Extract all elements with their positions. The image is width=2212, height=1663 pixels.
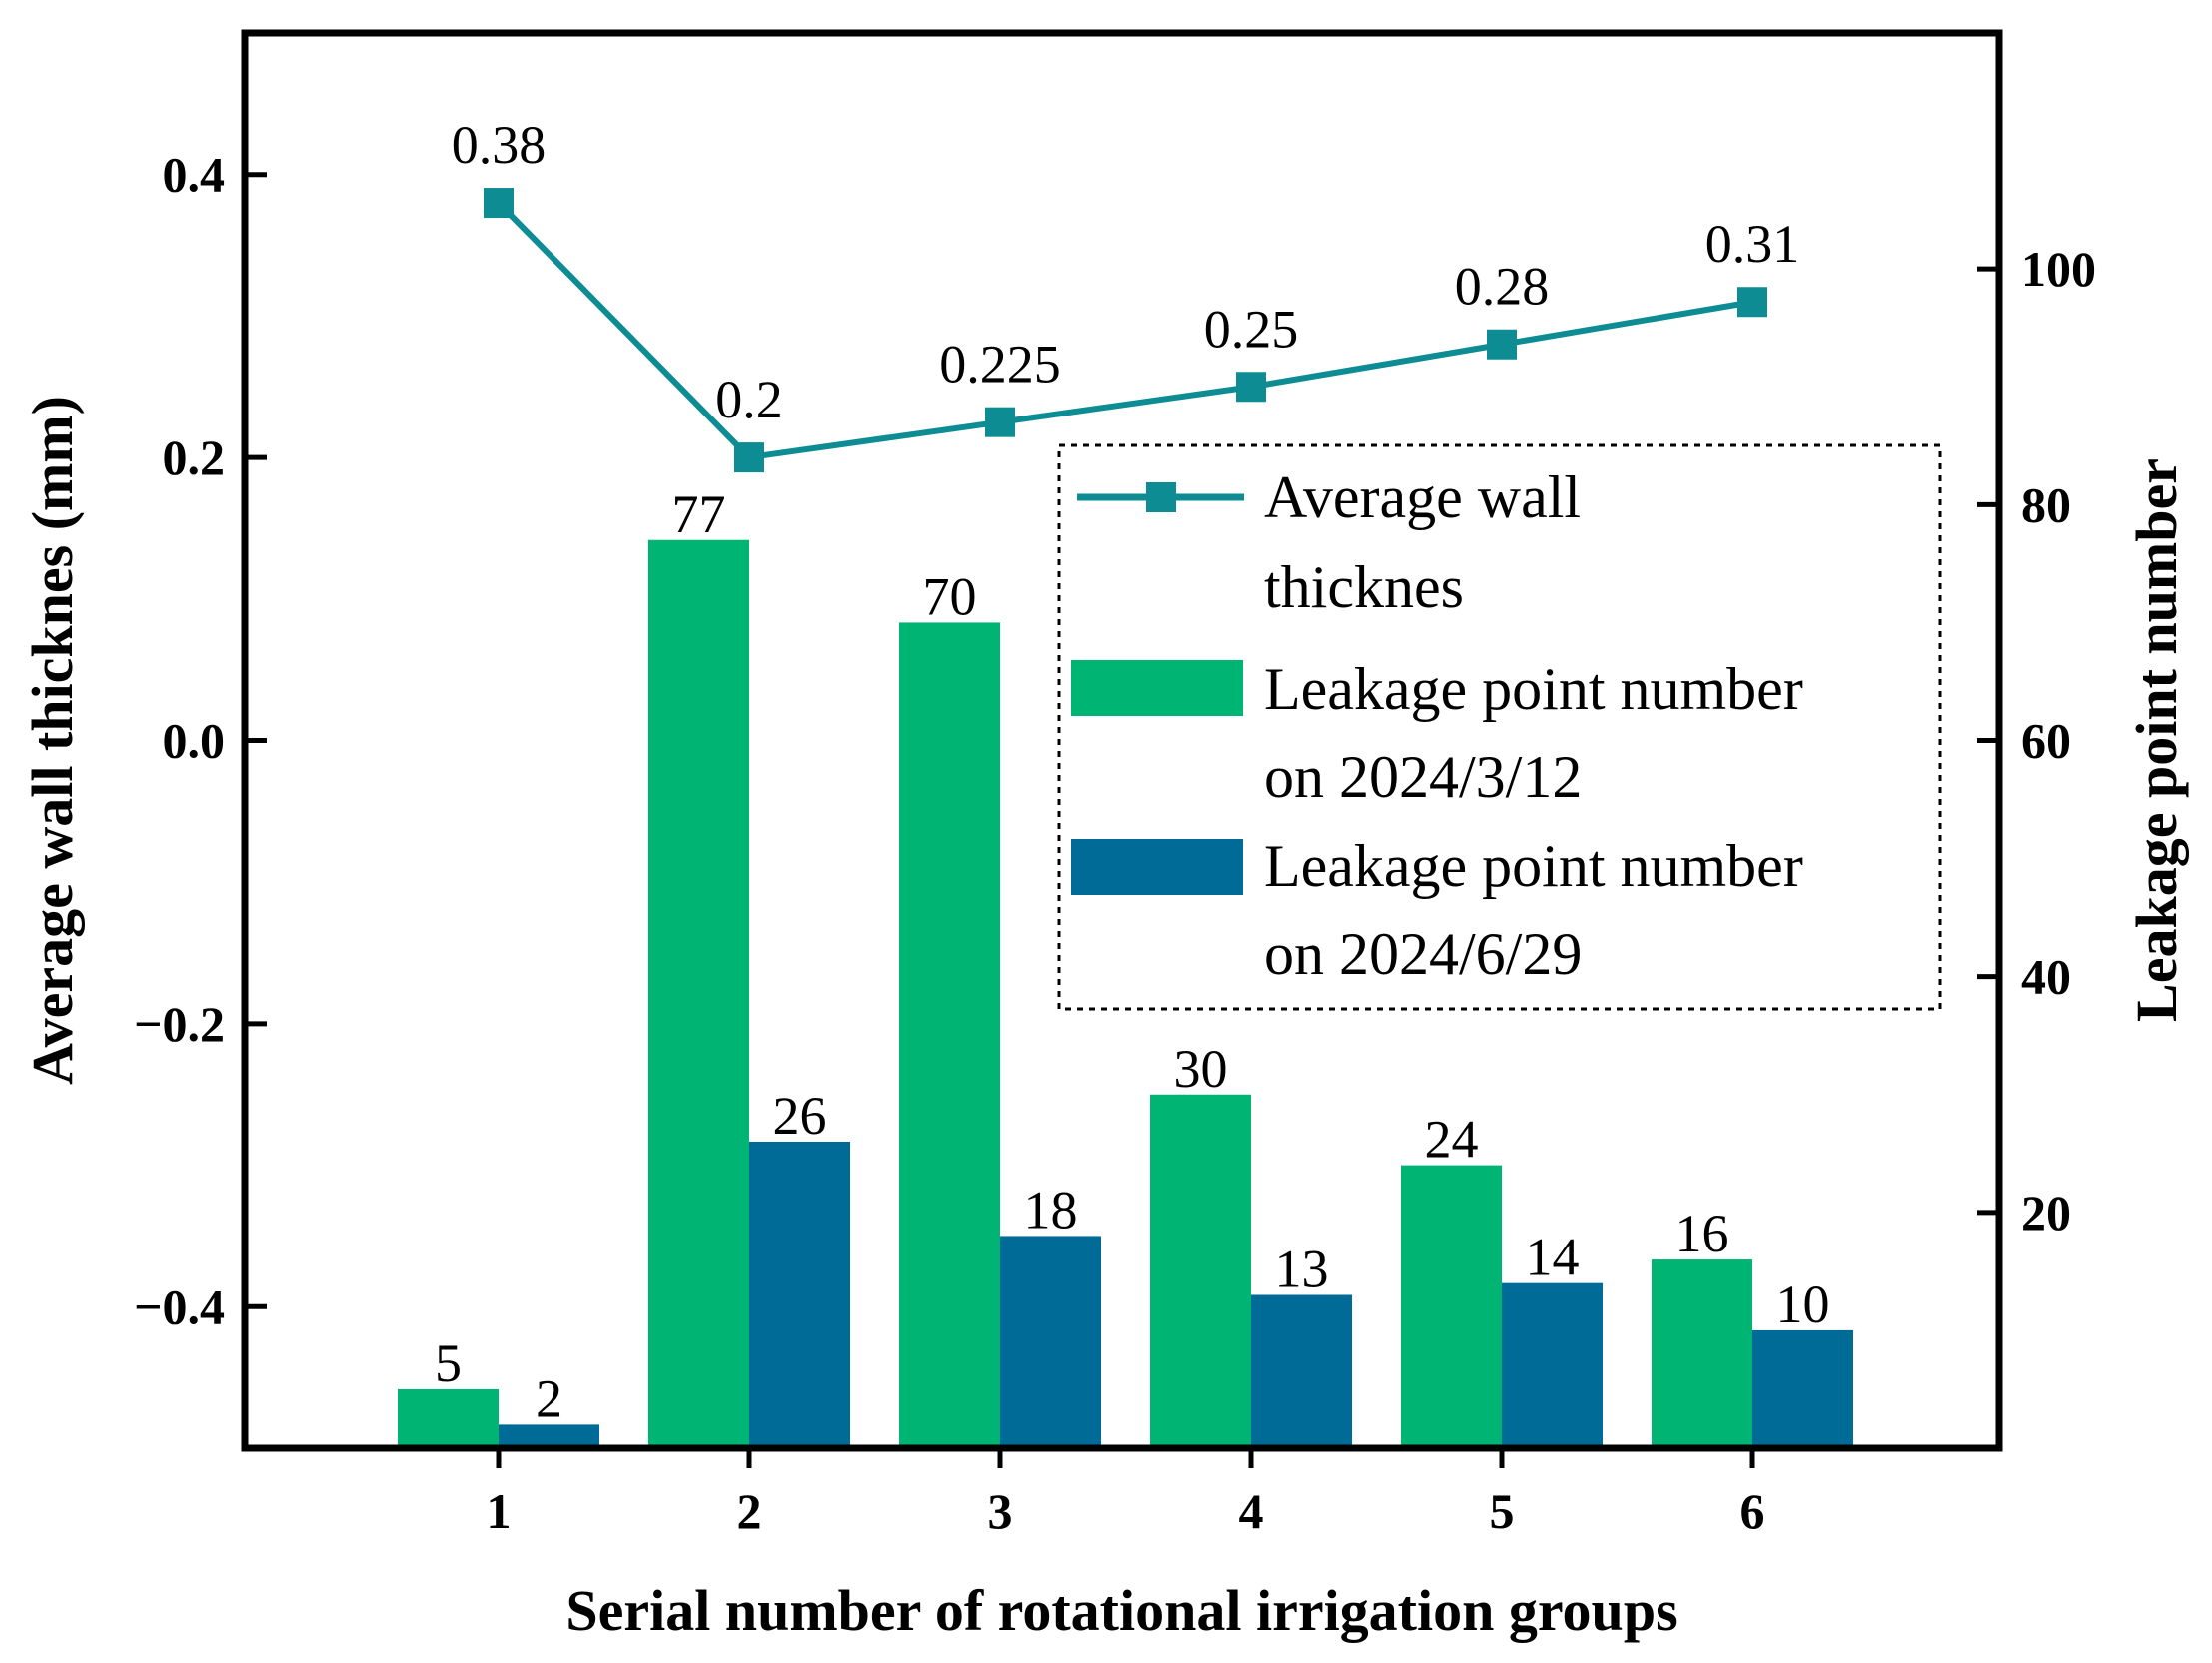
y-right-tick-label-2: 60 [2021, 713, 2071, 769]
bar-series-1-group-5 [1401, 1165, 1502, 1448]
legend-bar-green-swatch [1071, 660, 1243, 716]
bar-series-2-group-4 [1251, 1294, 1352, 1448]
wall-thickness-line [496, 200, 1753, 461]
y-right-tick-label-1: 80 [2021, 476, 2071, 532]
bar-series-2-group-1 [499, 1424, 599, 1448]
legend-bar-blue-label-2: on 2024/6/29 [1264, 921, 1582, 987]
y-axis-left-title: Average wall thicknes (mm) [20, 396, 85, 1085]
y-left-tick-label-2: 0.0 [163, 713, 226, 769]
legend-bar-green-label-1: Leakage point number [1264, 656, 1803, 722]
y-left-tick-label-0: 0.4 [163, 147, 226, 203]
x-tick-label-6: 6 [1740, 1483, 1765, 1539]
bar-label-series-2-group-6: 10 [1776, 1274, 1830, 1334]
bar-series-1-group-6 [1652, 1259, 1752, 1448]
x-tick-label-3: 3 [988, 1483, 1013, 1539]
line-series-layer [484, 188, 1767, 473]
bar-label-series-2-group-1: 2 [536, 1368, 562, 1428]
bars-layer [398, 539, 1853, 1448]
y-left-tick-label-4: −0.4 [134, 1278, 225, 1334]
x-axis-title: Serial number of rotational irrigation g… [565, 1578, 1677, 1643]
bar-series-2-group-2 [749, 1141, 850, 1448]
x-tick-label-2: 2 [737, 1483, 762, 1539]
line-point-group-6 [1737, 287, 1767, 318]
legend-line-label-2: thicknes [1264, 554, 1464, 620]
bar-series-1-group-2 [648, 539, 749, 1448]
line-label-group-4: 0.25 [1204, 299, 1299, 359]
line-label-group-3: 0.225 [939, 335, 1061, 395]
legend-bar-blue-label-1: Leakage point number [1264, 833, 1803, 899]
line-label-group-5: 0.28 [1455, 257, 1550, 317]
y-right-tick-label-0: 100 [2021, 241, 2096, 297]
line-point-group-4 [1236, 372, 1266, 403]
legend-bar-green-label-2: on 2024/3/12 [1264, 744, 1582, 810]
bar-label-series-1-group-3: 70 [923, 566, 977, 626]
x-tick-label-5: 5 [1490, 1483, 1515, 1539]
y-right-tick-label-3: 40 [2021, 949, 2071, 1005]
bar-series-1-group-1 [398, 1388, 499, 1448]
bar-label-series-2-group-3: 18 [1024, 1180, 1078, 1240]
y-left-tick-label-3: −0.2 [134, 996, 225, 1052]
y-right-tick-label-4: 20 [2021, 1185, 2071, 1241]
x-tick-label-1: 1 [487, 1483, 512, 1539]
line-label-group-6: 0.31 [1705, 214, 1800, 274]
line-point-group-5 [1487, 329, 1517, 360]
line-point-group-3 [985, 407, 1015, 437]
legend-box [1057, 443, 1942, 1011]
y-axis-right-title: Leakage point number [2124, 458, 2189, 1022]
y-left-tick-label-1: 0.2 [163, 429, 226, 485]
x-tick-label-4: 4 [1239, 1483, 1264, 1539]
bar-label-series-2-group-5: 14 [1526, 1228, 1580, 1287]
bar-label-series-1-group-4: 30 [1174, 1039, 1228, 1099]
bar-label-series-1-group-2: 77 [672, 484, 726, 544]
data-labels-layer: 5 77 70 30 24 16 2 26 18 13 14 10 0.38 0.2 0.225 0.25 0.… [435, 115, 1830, 1428]
bar-series-2-group-6 [1752, 1329, 1853, 1448]
bar-series-1-group-4 [1150, 1094, 1251, 1448]
line-point-group-1 [484, 188, 514, 219]
plot-frame [241, 29, 2003, 1452]
bar-label-series-2-group-2: 26 [773, 1086, 827, 1146]
bar-series-1-group-3 [899, 622, 1000, 1448]
legend: Average wall thicknes Leakage point numb… [1057, 443, 1942, 1011]
legend-line-marker [1146, 482, 1176, 512]
line-label-group-1: 0.38 [452, 115, 547, 175]
bar-series-2-group-3 [1000, 1236, 1101, 1448]
bar-label-series-1-group-5: 24 [1425, 1110, 1479, 1170]
line-point-group-2 [734, 442, 764, 473]
legend-bar-blue-swatch [1071, 839, 1243, 895]
bar-label-series-2-group-4: 13 [1275, 1239, 1329, 1298]
bar-label-series-1-group-6: 16 [1675, 1204, 1729, 1263]
bar-series-2-group-5 [1502, 1282, 1603, 1448]
line-label-group-2: 0.2 [715, 370, 783, 429]
legend-line-label-1: Average wall [1264, 464, 1581, 530]
bar-label-series-1-group-1: 5 [435, 1333, 462, 1393]
